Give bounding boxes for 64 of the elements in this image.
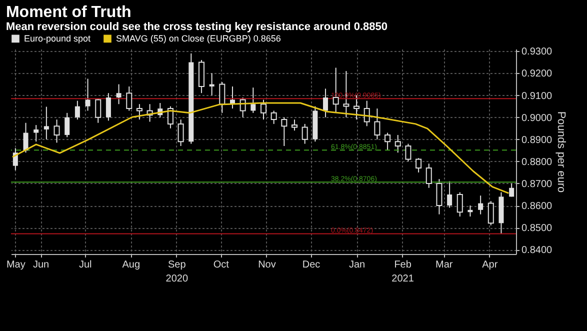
- y-tick-label: 0.9200: [522, 68, 553, 80]
- candlestick: [54, 119, 60, 144]
- candlestick: [116, 84, 122, 105]
- y-tick-label: 0.9100: [522, 90, 553, 102]
- candlestick: [209, 72, 214, 96]
- candlestick: [64, 112, 70, 138]
- candlestick: [230, 86, 235, 110]
- candlestick: [456, 192, 463, 218]
- candlestick: [416, 158, 422, 173]
- x-tick-label: Jul: [78, 260, 92, 270]
- candlestick: [260, 99, 266, 120]
- x-tick-label: Oct: [213, 260, 230, 270]
- candlestick: [509, 182, 514, 198]
- x-tick-label: Mar: [436, 260, 454, 270]
- candlestick: [219, 82, 226, 114]
- x-tick-label: Sep 2020: [166, 260, 188, 284]
- y-tick-label: 0.9300: [522, 46, 553, 58]
- x-tick-label: Nov: [258, 260, 276, 270]
- y-tick-label: 0.8600: [522, 201, 553, 212]
- candlestick: [106, 92, 111, 122]
- y-axis-title: Pounds per euro: [555, 111, 568, 193]
- candlestick: [478, 195, 484, 215]
- candlestick: [34, 124, 39, 142]
- candlestick: [281, 116, 288, 146]
- x-tick-label: Apr: [482, 260, 498, 270]
- y-tick-label: 0.8700: [522, 178, 553, 190]
- candlestick: [426, 163, 432, 188]
- x-tick-label: Jan: [348, 260, 366, 270]
- x-tick-label: Aug: [122, 260, 140, 270]
- candlestick: [436, 178, 442, 215]
- y-tick-label: 0.8800: [522, 156, 553, 168]
- candlestick: [126, 86, 132, 112]
- candlestick: [302, 123, 308, 144]
- x-tick-label: Dec: [302, 260, 320, 270]
- y-tick-label: 0.9000: [522, 112, 553, 124]
- candlestick: [74, 100, 80, 120]
- candlestick: [85, 78, 90, 112]
- candlestick: [394, 134, 401, 154]
- chart-subtitle: Mean reversion could see the cross testing key resistance around 0.8850: [6, 21, 388, 33]
- candlestick: [250, 87, 256, 114]
- legend-label: Euro-pound spot: [24, 34, 92, 44]
- candlestick: [468, 205, 473, 218]
- chart-title: Moment of Truth: [6, 4, 132, 21]
- candlestick: [178, 119, 184, 146]
- candlestick: [270, 110, 277, 124]
- candlestick: [488, 200, 494, 226]
- candlestick: [23, 122, 28, 154]
- candlestick: [374, 108, 380, 140]
- candlestick: [44, 106, 49, 140]
- y-tick-label: 0.8500: [522, 223, 553, 234]
- candlestick: [136, 104, 142, 120]
- legend-label: SMAVG (55) on Close (EURGBP) 0.8656: [116, 34, 281, 44]
- y-tick-label: 0.8400: [522, 245, 553, 256]
- x-tick-label: Feb 2021: [392, 260, 414, 284]
- candlestick: [447, 180, 452, 208]
- candlestick: [405, 143, 412, 162]
- candlestick: [167, 106, 174, 129]
- candlestick: [323, 88, 328, 118]
- y-tick-label: 0.8900: [522, 134, 553, 146]
- candlestick: [292, 119, 298, 132]
- candlestick: [384, 132, 391, 151]
- x-tick-label: May: [6, 260, 26, 270]
- x-tick-label: Jun: [32, 260, 50, 270]
- candlestick: [95, 98, 102, 124]
